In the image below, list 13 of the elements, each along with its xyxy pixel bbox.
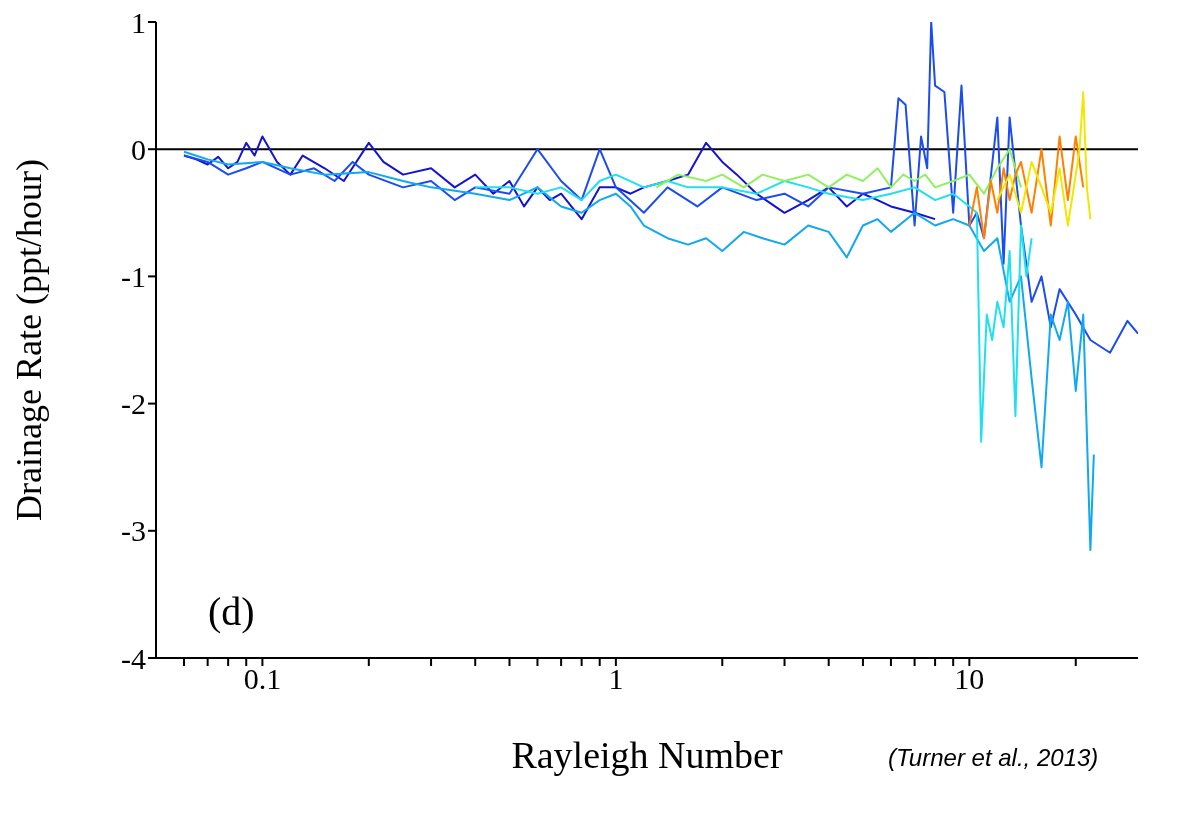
y-tick-label: 1	[131, 5, 146, 39]
y-tick-label: -3	[121, 514, 146, 548]
x-tick-label: 10	[954, 662, 985, 696]
text: (Turner et al., 2013)	[888, 744, 1099, 772]
y-axis-title: Drainage Rate (ppt/hour)	[8, 159, 49, 521]
y-tick-label: -2	[121, 387, 146, 421]
x-tick-label: 1	[608, 662, 624, 696]
y-tick-label: 0	[131, 132, 146, 166]
x-axis-title: Rayleigh Number	[511, 734, 783, 776]
y-tick-label: -1	[121, 260, 146, 294]
annotation: (d)	[208, 588, 255, 635]
y-tick-label: -4	[121, 641, 146, 675]
x-tick-label: 0.1	[243, 662, 282, 696]
